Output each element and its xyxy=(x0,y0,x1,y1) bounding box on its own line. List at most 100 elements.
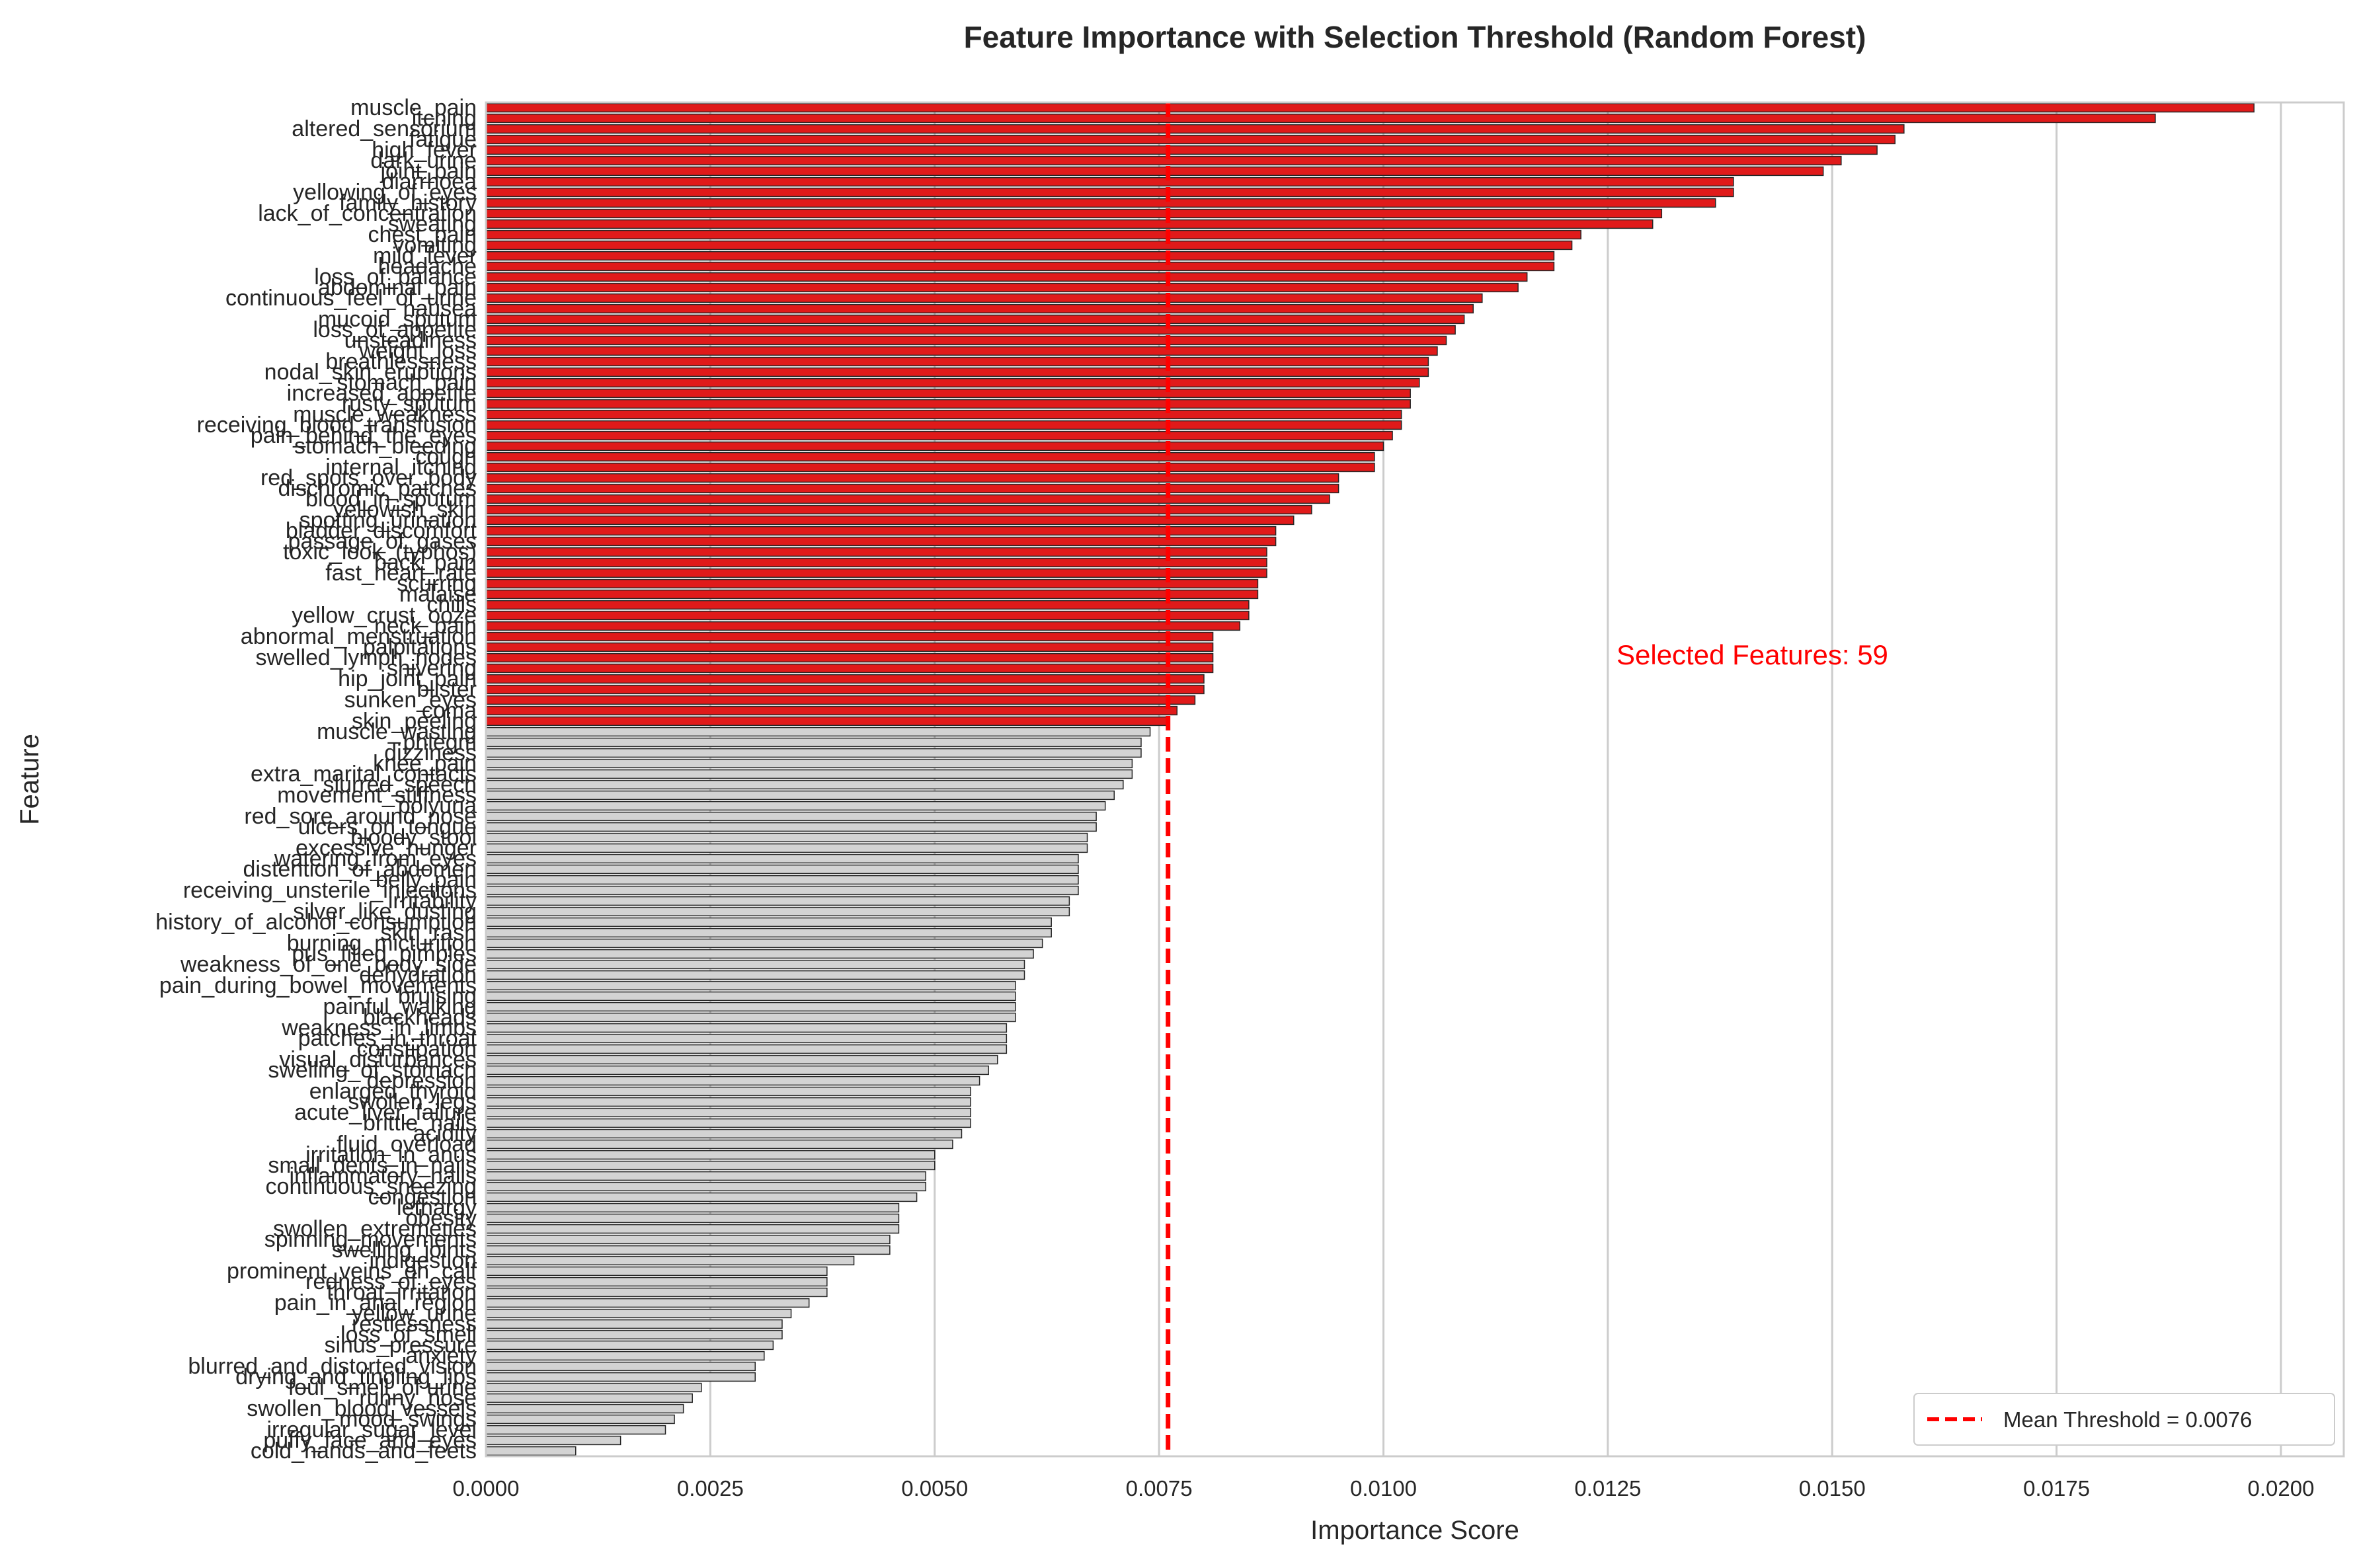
y-tick-label: patches_in_throat xyxy=(298,1026,477,1051)
bar-receiving_blood_transfusion xyxy=(485,420,1402,430)
bar-passage_of_gases xyxy=(485,536,1277,547)
bar-enlarged_thyroid xyxy=(485,1086,971,1097)
y-tick-label: headache xyxy=(378,254,477,279)
y-tick-label: swollen_legs xyxy=(348,1089,477,1115)
y-tick-label: scurring xyxy=(397,571,477,596)
y-tick-label: slurred_speech xyxy=(323,772,477,797)
bar-abnormal_menstruation xyxy=(485,631,1214,642)
plot-frame xyxy=(485,101,2345,1458)
bar-small_dents_in_nails xyxy=(485,1160,936,1171)
bar-cough xyxy=(485,451,1375,462)
y-tick-label: swelling_joints xyxy=(332,1237,477,1263)
y-tick-label: cough xyxy=(415,444,477,469)
y-tick-label: stomach_bleeding xyxy=(294,434,477,459)
bar-blurred_and_distorted_vision xyxy=(485,1361,756,1372)
x-axis-label: Importance Score xyxy=(1310,1516,1519,1545)
y-tick-label: restlessness xyxy=(352,1312,477,1337)
y-tick-label: abdominal_pain xyxy=(318,275,477,300)
y-tick-label: redness_of_eyes xyxy=(305,1269,477,1294)
y-tick-label: anxiety xyxy=(405,1343,477,1368)
bar-loss_of_appetite xyxy=(485,325,1456,335)
bar-mucoid_sputum xyxy=(485,314,1465,325)
bar-toxic_look_(typhos) xyxy=(485,547,1267,557)
bar-silver_like_dusting xyxy=(485,906,1070,917)
bar-malaise xyxy=(485,589,1259,600)
bar-shivering xyxy=(485,663,1214,674)
x-tick-label: 0.0175 xyxy=(2023,1476,2090,1501)
y-tick-label: dark_urine xyxy=(370,148,477,173)
bar-muscle_weakness xyxy=(485,409,1402,420)
y-tick-label: loss_of_appetite xyxy=(313,317,477,342)
x-tick-label: 0.0100 xyxy=(1350,1476,1417,1501)
bar-swollen_legs xyxy=(485,1097,971,1107)
y-tick-label: burning_micturition xyxy=(287,931,477,956)
y-tick-label: family_history xyxy=(339,190,477,216)
bar-itching xyxy=(485,113,2156,124)
y-tick-label: internal_itching xyxy=(325,455,477,480)
y-tick-label: altered_sensorium xyxy=(292,116,477,141)
bar-coma xyxy=(485,705,1178,716)
bar-muscle_wasting xyxy=(485,726,1151,737)
x-tick-label: 0.0125 xyxy=(1574,1476,1641,1501)
y-tick-label: fatigue xyxy=(409,127,477,152)
bar-weight_loss xyxy=(485,346,1438,356)
y-tick-label: acute_liver_failure xyxy=(294,1100,477,1125)
y-tick-label: mucoid_sputum xyxy=(318,307,477,332)
bar-loss_of_balance xyxy=(485,272,1528,282)
y-tick-label: inflammatory_nails xyxy=(290,1163,477,1189)
bar-knee_pain xyxy=(485,758,1133,769)
y-tick-label: hip_joint_pain xyxy=(338,666,477,691)
bar-joint_pain xyxy=(485,166,1824,176)
bar-stomach_pain xyxy=(485,377,1420,388)
y-tick-label: continuous_sneezing xyxy=(266,1174,477,1199)
bar-pus_filled_pimples xyxy=(485,949,1034,959)
y-tick-label: diarrhoea xyxy=(381,169,477,194)
y-tick-label: joint_pain xyxy=(379,159,477,184)
y-tick-label: neck_pain xyxy=(374,613,477,639)
y-tick-label: history_of_alcohol_consumption xyxy=(155,910,477,935)
bar-fast_heart_rate xyxy=(485,568,1267,578)
y-tick-label: excessive_hunger xyxy=(296,836,477,861)
y-tick-label: chest_pain xyxy=(368,222,477,247)
y-tick-label: high_fever xyxy=(372,137,477,163)
y-tick-label: coma xyxy=(422,698,477,723)
bar-mild_fever xyxy=(485,251,1555,261)
y-tick-label: skin_peeling xyxy=(352,709,477,734)
y-tick-label: swelled_lymph_nodes xyxy=(255,645,477,670)
y-tick-label: prominent_veins_on_calf xyxy=(227,1259,477,1284)
y-tick-label: lack_of_concentration xyxy=(258,201,477,226)
y-tick-label: indigestion xyxy=(369,1248,477,1273)
bar-nodal_skin_eruptions xyxy=(485,367,1429,377)
y-tick-label: shivering xyxy=(387,656,477,681)
y-tick-label: muscle_wasting xyxy=(317,719,477,744)
bar-irritability xyxy=(485,896,1070,906)
bar-chest_pain xyxy=(485,229,1581,240)
bar-headache xyxy=(485,261,1555,272)
y-tick-label: weight_loss xyxy=(358,338,477,364)
bar-sweating xyxy=(485,219,1654,229)
y-tick-label: pain_behind_the_eyes xyxy=(251,423,477,448)
bar-congestion xyxy=(485,1192,918,1202)
y-tick-label: throat_irritation xyxy=(327,1280,477,1305)
bar-weakness_in_limbs xyxy=(485,1023,1008,1033)
bar-mood_swings xyxy=(485,1414,675,1425)
bar-blackheads xyxy=(485,1012,1016,1023)
y-tick-label: malaise xyxy=(399,582,477,607)
y-tick-label: nodal_skin_eruptions xyxy=(264,360,477,385)
y-tick-label: irregular_sugar_level xyxy=(266,1417,477,1442)
legend-box xyxy=(1913,1393,2335,1446)
bar-cold_hands_and_feets xyxy=(485,1446,577,1456)
bar-dizziness xyxy=(485,748,1142,758)
y-tick-label: yellow_urine xyxy=(352,1301,477,1326)
bar-loss_of_smell xyxy=(485,1329,783,1340)
bar-neck_pain xyxy=(485,621,1241,631)
bar-watering_from_eyes xyxy=(485,853,1079,864)
y-tick-label: skin_rash xyxy=(380,920,477,945)
bar-continuous_feel_of_urine xyxy=(485,293,1483,303)
y-tick-label: silver_like_dusting xyxy=(293,899,477,924)
y-tick-label: pain_in_anal_region xyxy=(274,1290,477,1315)
y-tick-label: congestion xyxy=(368,1185,477,1210)
bar-red_sore_around_nose xyxy=(485,811,1097,822)
